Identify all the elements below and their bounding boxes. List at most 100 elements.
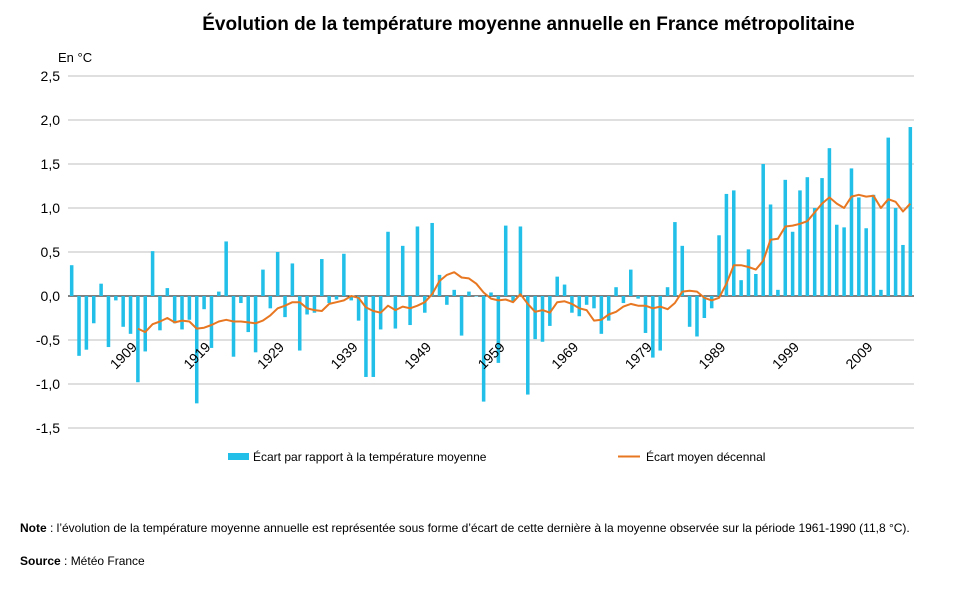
anomaly-bar [731,190,736,296]
anomaly-bar [327,296,331,304]
x-tick-label: 1909 [107,339,140,372]
anomaly-bar [459,296,464,336]
y-tick-label: 1,5 [41,156,61,172]
source-text: Source : Météo France [20,554,145,568]
anomaly-bar [349,296,353,301]
anomaly-bar [901,244,905,296]
y-axis-unit-label: En °C [58,50,93,65]
decadal-line [137,193,912,334]
anomaly-bar [687,296,692,327]
anomaly-bar [761,164,765,296]
anomaly-bar [275,252,280,296]
x-tick-label: 2009 [842,339,875,372]
anomaly-bar [202,296,206,310]
legend-line-label: Écart moyen décennal [646,449,765,464]
anomaly-bar [290,263,295,296]
x-tick-label: 1949 [401,339,434,372]
note-label: Note [20,521,47,535]
anomaly-bar [820,178,824,296]
anomaly-bar [680,245,685,296]
anomaly-bar [231,296,236,357]
anomaly-bar [217,291,221,296]
anomaly-bar [709,296,714,309]
x-tick-label: 1999 [769,339,802,372]
anomaly-bar [871,194,876,296]
y-tick-label: 2,5 [41,68,61,84]
anomaly-bar [562,284,567,296]
anomaly-bar [540,296,545,342]
anomaly-bar [408,296,412,326]
anomaly-bar [224,241,228,296]
anomaly-bar [496,296,501,363]
anomaly-bar [621,296,626,304]
anomaly-bar [128,296,133,334]
anomaly-bar [364,296,368,377]
anomaly-bar [636,296,640,299]
x-tick-label: 1929 [254,339,287,372]
source-body: : Météo France [60,554,145,568]
anomaly-bar [503,225,508,296]
anomaly-bar [584,296,589,305]
anomaly-bar [180,296,184,330]
y-tick-label: -1,5 [36,420,60,436]
x-axis-ticks: 1909 1919 1929 1939 1949 1959 1969 1979 1989 1999… [107,339,876,372]
anomaly-bar [606,296,611,321]
anomaly-bar [776,289,780,296]
anomaly-bar [739,280,743,296]
anomaly-bar [886,137,891,296]
anomaly-bar [356,296,361,321]
anomaly-bar [172,296,177,324]
anomaly-bar [423,296,427,313]
anomaly-bar [842,227,846,296]
legend: Écart par rapport à la température moyen… [228,449,765,464]
x-tick-label: 1989 [695,339,728,372]
anomaly-bar [526,296,530,395]
anomaly-bar [665,287,670,296]
note-body: : l’évolution de la température moyenne … [46,521,910,535]
x-tick-label: 1939 [327,339,360,372]
anomaly-bar [334,296,339,300]
anomaly-bar [658,296,662,351]
anomaly-bar [834,224,839,296]
temperature-chart: -1,5-1,0-0,50,00,51,01,52,02,5 1909 1919 1… [36,68,914,464]
anomaly-bar [393,296,398,329]
y-tick-label: -1,0 [36,376,60,392]
source-label: Source [20,554,61,568]
anomaly-bar [312,296,317,313]
anomaly-bar [599,296,604,334]
anomaly-bar [84,296,89,350]
anomaly-bar [548,296,552,326]
anomaly-bar [77,296,81,356]
anomaly-bar [849,168,854,296]
anomaly-bar [209,296,214,348]
x-tick-label: 1979 [622,339,655,372]
anomaly-bar [511,296,515,302]
anomaly-bar [430,222,434,296]
anomaly-bar [798,190,802,296]
anomaly-bar [805,177,810,296]
anomaly-bar [754,274,758,296]
anomaly-bar [297,296,302,351]
anomaly-bar [702,296,707,318]
anomaly-bar [518,226,523,296]
anomaly-bar [695,296,699,337]
anomaly-bar [893,208,898,296]
legend-bar-swatch [228,453,249,460]
anomaly-bar [614,287,618,296]
anomaly-bar [305,296,309,315]
legend-bar-label: Écart par rapport à la température moyen… [253,449,487,464]
anomaly-bar [437,274,442,296]
x-tick-label: 1969 [548,339,581,372]
anomaly-bar [342,253,346,296]
anomaly-bars [69,127,913,404]
anomaly-bar [489,292,493,296]
anomaly-bar [261,269,265,296]
anomaly-bar [143,296,148,352]
anomaly-bar [415,226,420,296]
decadal-mean-line [137,193,912,334]
anomaly-bar [99,283,103,296]
anomaly-bar [592,296,596,309]
anomaly-bar [150,251,155,296]
anomaly-bar [577,296,582,317]
anomaly-bar [106,296,111,348]
